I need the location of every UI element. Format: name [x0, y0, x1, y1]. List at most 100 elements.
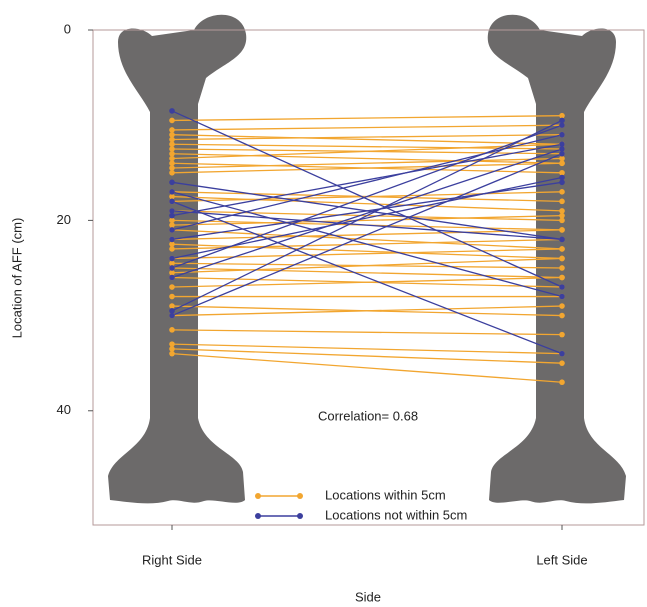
point: [559, 189, 565, 195]
pair-line: [171, 214, 563, 226]
point: [559, 246, 565, 252]
legend-dot: [297, 493, 303, 499]
point: [559, 274, 565, 281]
point: [169, 141, 175, 148]
point: [169, 312, 175, 319]
point: [169, 155, 175, 162]
point: [169, 127, 175, 133]
point: [559, 112, 565, 119]
point: [559, 122, 565, 128]
pair-line: [171, 143, 563, 150]
point: [169, 198, 175, 205]
point: [169, 341, 175, 347]
pair-line: [171, 143, 563, 217]
point: [559, 265, 565, 271]
pair-line: [171, 191, 563, 298]
point: [169, 308, 175, 314]
point: [169, 150, 175, 157]
pair-line: [171, 200, 563, 355]
pair-line: [171, 181, 563, 241]
point: [559, 160, 565, 167]
point: [169, 241, 175, 247]
pair-line: [171, 153, 563, 164]
point: [559, 179, 565, 186]
y-tick-label: 40: [57, 402, 71, 417]
point: [559, 379, 565, 386]
pair-line: [171, 110, 563, 288]
pair-line: [171, 119, 563, 312]
point: [559, 217, 565, 224]
point: [559, 350, 565, 357]
pair-line: [171, 115, 563, 122]
pair-line: [171, 124, 563, 131]
point: [559, 117, 565, 124]
point: [559, 155, 565, 162]
point: [559, 312, 565, 319]
point: [169, 303, 175, 309]
pair-line: [171, 148, 563, 279]
point: [169, 160, 175, 167]
point: [169, 284, 175, 290]
pair-line: [171, 343, 563, 355]
legend-label: Locations not within 5cm: [325, 507, 467, 522]
point: [559, 131, 565, 138]
legend-dot: [255, 513, 261, 519]
point: [559, 146, 565, 152]
point: [169, 212, 175, 219]
y-tick-label: 20: [57, 212, 71, 227]
point: [169, 222, 175, 228]
point: [559, 255, 565, 262]
pair-line: [171, 305, 563, 317]
point: [169, 346, 175, 352]
pair-line: [171, 229, 563, 250]
x-axis-label: Side: [355, 589, 381, 604]
legend-dot: [255, 493, 261, 499]
pair-line: [171, 195, 563, 212]
point: [169, 208, 175, 214]
pair-line: [171, 243, 563, 260]
point: [169, 274, 175, 281]
right-femur: [108, 14, 247, 504]
point: [559, 198, 565, 205]
point: [169, 117, 175, 124]
point: [169, 260, 175, 267]
pair-line: [171, 348, 563, 364]
pair-line: [171, 134, 563, 231]
point: [559, 212, 565, 219]
point: [559, 227, 565, 233]
y-tick-label: 0: [64, 21, 71, 36]
point: [559, 174, 565, 181]
point: [169, 246, 175, 252]
pair-line: [171, 353, 563, 383]
point: [169, 179, 175, 186]
point: [169, 108, 175, 114]
point: [559, 169, 565, 176]
legend-label: Locations within 5cm: [325, 487, 446, 502]
pair-line: [171, 329, 563, 336]
point: [559, 293, 565, 300]
point: [169, 217, 175, 224]
point: [559, 236, 565, 243]
point: [169, 265, 175, 271]
point: [559, 360, 565, 366]
pair-line: [171, 210, 563, 241]
pair-line: [171, 267, 563, 279]
x-tick-label: Left Side: [536, 552, 587, 567]
plot-frame: [92, 29, 645, 526]
pair-line: [171, 143, 563, 160]
point: [559, 150, 565, 157]
point: [169, 236, 175, 243]
point: [169, 136, 175, 143]
pair-line: [171, 134, 563, 141]
point: [169, 293, 175, 300]
pair-line: [171, 176, 563, 260]
point: [169, 146, 175, 152]
point: [169, 189, 175, 195]
legend-dot: [297, 513, 303, 519]
point: [169, 255, 175, 262]
pair-line: [171, 134, 563, 145]
pair-line: [171, 162, 563, 174]
point: [559, 331, 565, 338]
point: [559, 141, 565, 148]
point: [169, 350, 175, 357]
